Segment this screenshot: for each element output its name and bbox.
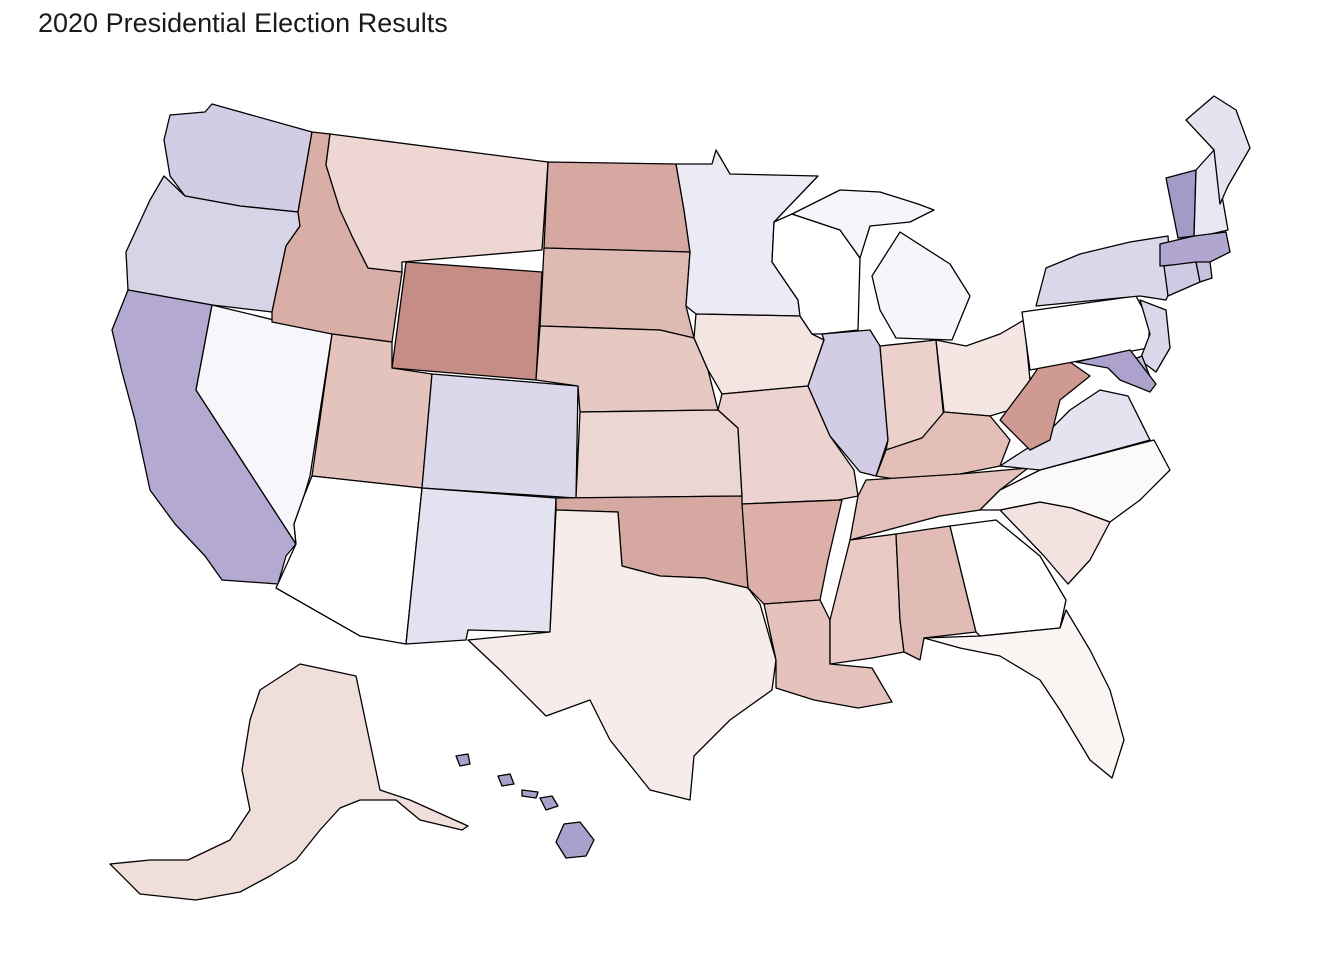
state-IL[interactable] [807,329,889,477]
map-title: 2020 Presidential Election Results [38,8,448,38]
state-AK[interactable] [109,663,469,901]
state-GA[interactable] [949,519,1067,637]
state-NH[interactable] [1193,149,1229,239]
state-HI-group [455,753,595,859]
state-TX[interactable] [467,509,777,801]
state-HI-oahu[interactable] [497,773,515,787]
state-MS[interactable] [829,533,905,665]
state-ME[interactable] [1185,95,1251,205]
state-IA[interactable] [693,313,825,395]
state-HI-kauai[interactable] [455,753,471,767]
state-HI-molokai[interactable] [521,789,539,799]
state-WY[interactable] [391,261,543,381]
state-NC[interactable] [979,439,1171,523]
state-WV[interactable] [999,361,1091,451]
state-FL[interactable] [923,609,1125,779]
state-LA[interactable] [763,599,893,709]
state-AR[interactable] [741,499,843,605]
state-SD[interactable] [539,247,695,339]
state-MD[interactable] [1075,349,1157,393]
state-RI[interactable] [1195,261,1213,283]
state-CO[interactable] [421,373,579,499]
state-KS[interactable] [575,409,743,499]
state-HI[interactable] [555,821,595,859]
state-MI-upper[interactable] [791,189,935,259]
state-MA[interactable] [1159,231,1231,267]
state-VT[interactable] [1165,169,1197,239]
state-NM[interactable] [405,487,557,645]
state-CT[interactable] [1163,261,1201,297]
state-ND[interactable] [543,161,691,253]
state-NY[interactable] [1035,235,1173,307]
state-MI[interactable] [871,231,971,341]
state-HI-maui[interactable] [539,795,559,811]
state-MT[interactable] [325,133,549,273]
state-NJ[interactable] [1139,299,1171,373]
